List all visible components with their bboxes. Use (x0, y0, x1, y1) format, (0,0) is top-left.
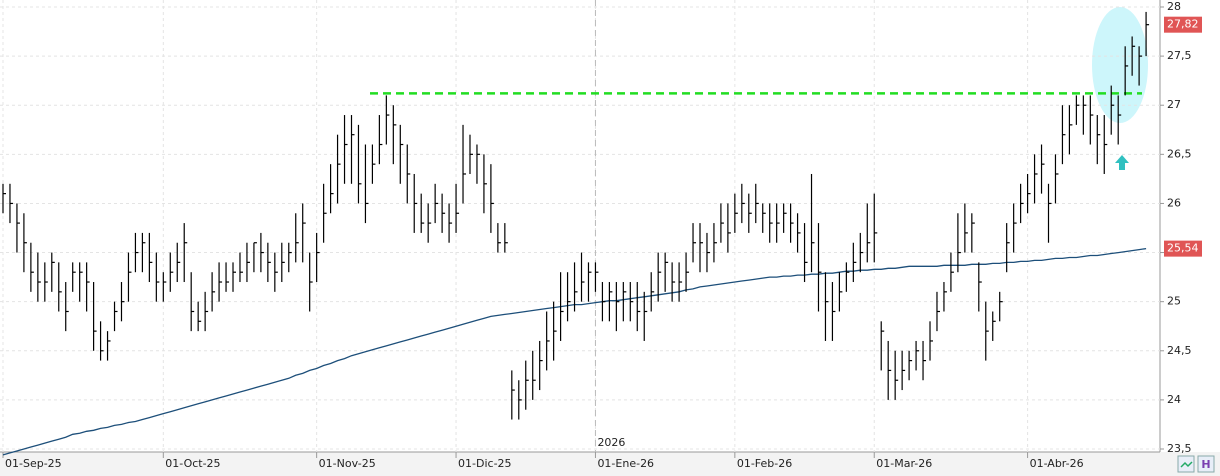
y-tick-label: 24,5 (1167, 344, 1192, 357)
price-label: 27,82 (1167, 18, 1199, 31)
y-tick-label: 27 (1167, 98, 1181, 111)
y-tick-label: 26,5 (1167, 147, 1192, 160)
y-tick-label: 23,5 (1167, 442, 1192, 455)
price-label-box (1164, 16, 1202, 33)
y-tick-label: 27,5 (1167, 49, 1192, 62)
price-label: 25,54 (1167, 242, 1199, 255)
y-tick-label: 25 (1167, 295, 1181, 308)
x-tick-label: 01-Feb-26 (737, 457, 792, 470)
y-tick-label: 24 (1167, 393, 1181, 406)
scale-icon (1180, 461, 1193, 468)
settings-icon: H (1201, 458, 1210, 471)
x-axis-band (0, 452, 1220, 476)
y-tick-label: 28 (1167, 0, 1181, 13)
year-annotation: 2026 (597, 436, 625, 449)
settings-button[interactable] (1197, 455, 1215, 473)
x-tick-label: 01-Dic-25 (458, 457, 512, 470)
x-tick-label: 01-Sep-25 (5, 457, 62, 470)
x-tick-label: 01-Abr-26 (1030, 457, 1084, 470)
x-tick-label: 01-Nov-25 (319, 457, 376, 470)
x-tick-label: 01-Ene-26 (597, 457, 654, 470)
arrow-icon (1115, 155, 1129, 170)
x-tick-label: 01-Oct-25 (165, 457, 220, 470)
price-label-box (1164, 240, 1202, 257)
y-tick-label: 26 (1167, 196, 1181, 209)
x-tick-label: 01-Mar-26 (876, 457, 932, 470)
